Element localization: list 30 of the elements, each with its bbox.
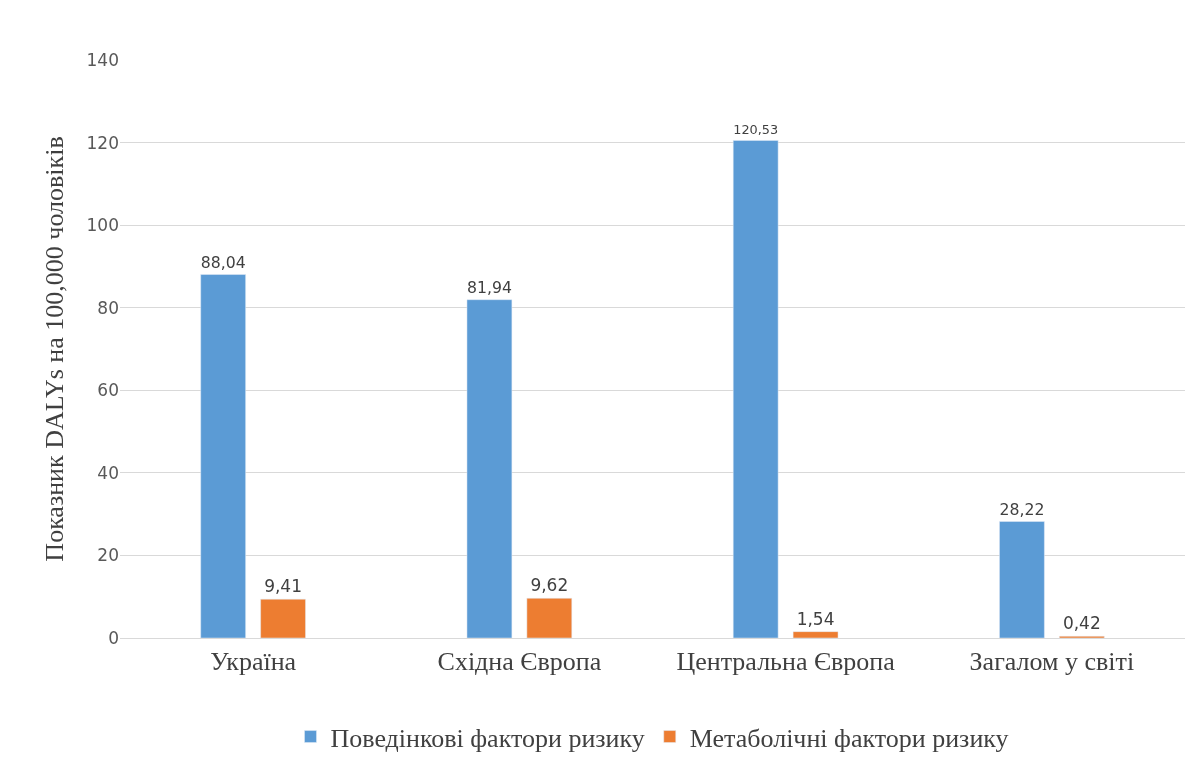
data-label: 120,53 <box>733 122 779 138</box>
bar <box>466 299 513 638</box>
y-tick-label: 80 <box>97 297 119 318</box>
bar <box>792 631 839 638</box>
data-label: 0,42 <box>1062 613 1101 634</box>
data-label: 81,94 <box>466 278 512 298</box>
y-tick-label: 100 <box>86 215 119 236</box>
y-axis-title: Показник DALYs на 100,000 чоловіків <box>39 136 69 562</box>
bar <box>526 598 573 638</box>
data-label: 88,04 <box>200 252 246 272</box>
y-tick-label: 20 <box>97 545 119 566</box>
y-tick-label: 60 <box>97 380 119 401</box>
bar <box>999 521 1045 638</box>
data-label: 9,41 <box>264 576 302 597</box>
legend-label: Поведінкові фактори ризику <box>330 723 645 753</box>
bar <box>200 274 246 638</box>
y-tick-label: 0 <box>108 627 119 648</box>
bar <box>732 140 779 638</box>
x-tick-label: Східна Європа <box>437 647 602 677</box>
y-tick-label: 120 <box>86 132 119 153</box>
x-tick-label: Україна <box>210 647 297 677</box>
x-tick-label: Загалом у світі <box>969 647 1135 677</box>
y-tick-label: 40 <box>97 462 119 483</box>
legend-label: Метаболічні фактори ризику <box>689 723 1009 753</box>
y-tick-label: 140 <box>86 49 119 70</box>
data-label: 28,22 <box>999 499 1045 519</box>
bar <box>260 598 306 638</box>
x-tick-label: Центральна Європа <box>676 647 896 677</box>
data-label: 9,62 <box>530 575 569 596</box>
data-label: 1,54 <box>796 608 835 629</box>
